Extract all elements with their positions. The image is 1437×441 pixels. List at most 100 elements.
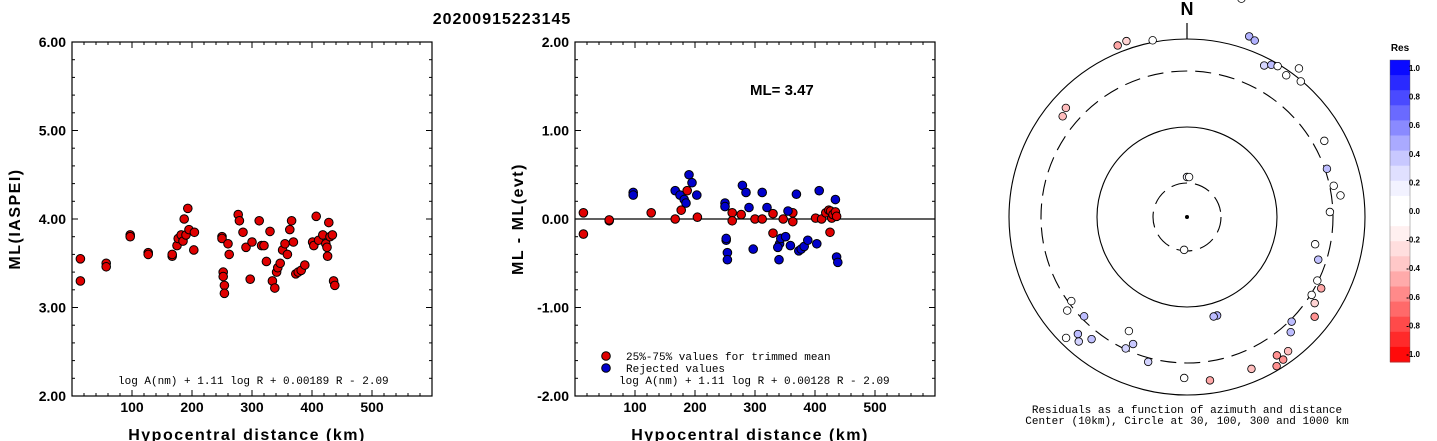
data-point <box>324 217 334 228</box>
x-tick-label: 200 <box>683 399 707 415</box>
data-point <box>219 280 230 291</box>
colorbar-swatch <box>1390 105 1410 121</box>
station-residual-point <box>1121 344 1130 353</box>
data-point <box>692 190 702 200</box>
data-point <box>803 235 813 246</box>
colorbar-swatch <box>1390 75 1410 91</box>
data-point <box>768 228 778 238</box>
data-point <box>762 202 772 213</box>
data-point <box>825 227 835 238</box>
colorbar-swatch <box>1390 316 1410 333</box>
station-residual-point <box>1310 240 1320 249</box>
north-label: N <box>1181 0 1194 19</box>
data-point <box>189 245 199 255</box>
colorbar-swatch <box>1390 165 1410 182</box>
y-tick-label: 2.00 <box>542 34 569 50</box>
data-point <box>143 249 153 260</box>
station-residual-point <box>1087 334 1096 344</box>
station-residual-point <box>1074 337 1083 346</box>
station-residual-point <box>1148 36 1157 45</box>
data-point <box>270 283 280 293</box>
station-residual-point <box>1079 312 1089 321</box>
station-residual-point <box>1250 36 1259 45</box>
colorbar-tick-label: 1.0 <box>1409 64 1421 73</box>
x-axis-label: Hypocentral distance (km) <box>631 427 869 441</box>
colorbar-tick-label: -0.4 <box>1406 264 1420 273</box>
station-residual-point <box>1272 351 1282 360</box>
colorbar-swatch <box>1390 211 1410 227</box>
station-residual-point <box>1247 364 1256 374</box>
data-point <box>757 187 768 198</box>
data-point <box>286 215 297 226</box>
colorbar-swatch <box>1390 90 1410 106</box>
y-tick-label: 4.00 <box>39 211 66 227</box>
colorbar-tick-label: -0.8 <box>1406 321 1420 330</box>
data-point <box>259 240 269 251</box>
station-residual-point <box>1322 164 1332 174</box>
data-point <box>189 227 200 238</box>
data-point <box>330 280 340 291</box>
legend-label: 25%-75% values for trimmed mean <box>626 352 831 364</box>
legend-marker <box>601 351 611 361</box>
legend-marker <box>601 363 611 373</box>
colorbar-tick-label: 0.0 <box>1409 207 1421 216</box>
colorbar-tick-label: 0.2 <box>1409 178 1421 187</box>
station-residual-point <box>1317 284 1326 293</box>
station-residual-point <box>1061 333 1071 343</box>
data-point <box>727 215 738 226</box>
data-point <box>757 214 768 224</box>
data-point <box>217 233 227 244</box>
data-point <box>261 256 272 267</box>
data-point <box>282 249 293 260</box>
colorbar-tick-label: -0.6 <box>1406 293 1420 302</box>
x-tick-label: 100 <box>120 399 144 415</box>
colorbar-swatch <box>1390 226 1410 242</box>
data-point <box>684 169 694 180</box>
station-residual-point <box>1329 181 1338 191</box>
station-residual-point <box>1313 276 1322 285</box>
data-point <box>245 274 255 284</box>
x-tick-label: 400 <box>803 399 827 415</box>
data-point <box>785 240 796 251</box>
data-point <box>830 194 841 205</box>
data-point <box>791 189 802 200</box>
station-residual-point <box>1294 64 1304 73</box>
station-residual-point <box>1179 245 1189 255</box>
data-point <box>604 215 615 225</box>
data-point <box>75 276 86 286</box>
station-residual-point <box>1067 296 1076 306</box>
station-residual-point <box>1179 373 1189 383</box>
data-point <box>720 201 730 212</box>
colorbar-tick-label: -0.2 <box>1406 236 1420 245</box>
station-residual-point <box>1113 41 1122 50</box>
y-tick-label: 3.00 <box>39 300 66 316</box>
station-residual-point <box>1282 71 1291 80</box>
x-tick-label: 300 <box>743 399 767 415</box>
station-residual-point <box>1283 346 1293 356</box>
data-point <box>744 202 754 213</box>
colorbar-swatch <box>1390 301 1410 318</box>
colorbar-swatch <box>1390 331 1410 348</box>
station-residual-point <box>1128 339 1138 349</box>
data-point <box>670 214 681 224</box>
data-point <box>788 216 798 227</box>
colorbar-swatch <box>1390 135 1410 152</box>
data-point <box>167 249 177 260</box>
data-point <box>234 215 245 226</box>
data-point <box>285 224 295 235</box>
data-point <box>578 229 589 239</box>
azimuth-residual-panel: N Residuals as a function of azimuth and … <box>1008 0 1366 428</box>
colorbar-swatch <box>1390 150 1410 167</box>
data-point <box>183 203 193 214</box>
colorbar-swatch <box>1390 256 1410 272</box>
x-tick-label: 500 <box>360 399 384 415</box>
y-tick-label: -2.00 <box>537 388 569 404</box>
x-axis-label: Hypocentral distance (km) <box>128 427 366 441</box>
station-residual-point <box>1063 306 1072 315</box>
data-point <box>125 231 135 242</box>
colorbar-title: Res <box>1391 43 1410 54</box>
data-point <box>179 214 189 224</box>
data-point <box>218 271 228 282</box>
station-residual-point <box>1273 61 1282 71</box>
data-point <box>327 230 338 240</box>
